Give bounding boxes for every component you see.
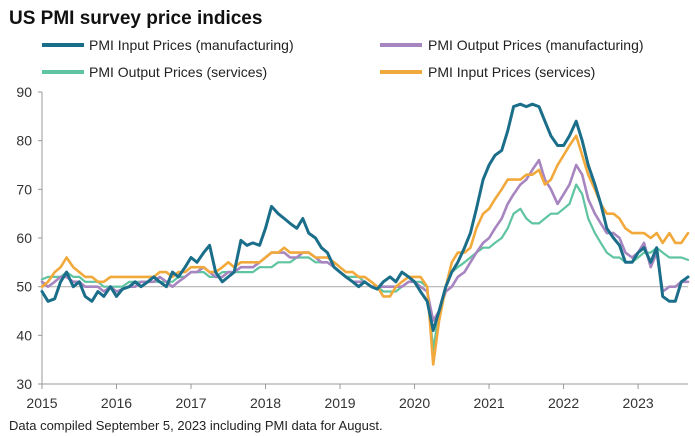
y-tick-label: 70 <box>16 181 32 197</box>
x-tick-label: 2017 <box>175 395 206 411</box>
footnote: Data compiled September 5, 2023 includin… <box>9 418 383 433</box>
legend-label: PMI Input Prices (services) <box>428 64 595 80</box>
y-tick-label: 60 <box>16 230 32 246</box>
series-line-2 <box>40 183 690 351</box>
legend-item-output-manufacturing: PMI Output Prices (manufacturing) <box>380 37 644 53</box>
chart-title: US PMI survey price indices <box>9 8 262 29</box>
x-tick-label: 2016 <box>101 395 132 411</box>
x-tick-label: 2021 <box>473 395 504 411</box>
legend: PMI Input Prices (manufacturing) PMI Out… <box>42 37 644 80</box>
x-tick-label: 2019 <box>324 395 355 411</box>
x-tick-label: 2015 <box>26 395 57 411</box>
legend-item-input-manufacturing: PMI Input Prices (manufacturing) <box>42 37 294 53</box>
legend-label: PMI Output Prices (services) <box>89 64 267 80</box>
x-tick-label: 2018 <box>250 395 281 411</box>
x-tick-label: 2022 <box>548 395 579 411</box>
series-line-1 <box>40 158 690 322</box>
plot-area: 30 40 50 60 70 80 90 2015 2016 2017 2018 2019 2020 20… <box>16 84 690 411</box>
y-tick-label: 50 <box>16 279 32 295</box>
series-line-0 <box>40 102 690 332</box>
y-tick-label: 30 <box>16 376 32 392</box>
legend-label: PMI Input Prices (manufacturing) <box>89 37 294 53</box>
legend-item-input-services: PMI Input Prices (services) <box>380 64 595 80</box>
y-tick-label: 40 <box>16 327 32 343</box>
y-tick-label: 80 <box>16 133 32 149</box>
legend-label: PMI Output Prices (manufacturing) <box>428 37 644 53</box>
x-tick-label: 2020 <box>399 395 430 411</box>
y-tick-label: 90 <box>16 84 32 100</box>
legend-item-output-services: PMI Output Prices (services) <box>42 64 267 80</box>
x-tick-label: 2023 <box>623 395 654 411</box>
series-line-3 <box>40 134 690 366</box>
